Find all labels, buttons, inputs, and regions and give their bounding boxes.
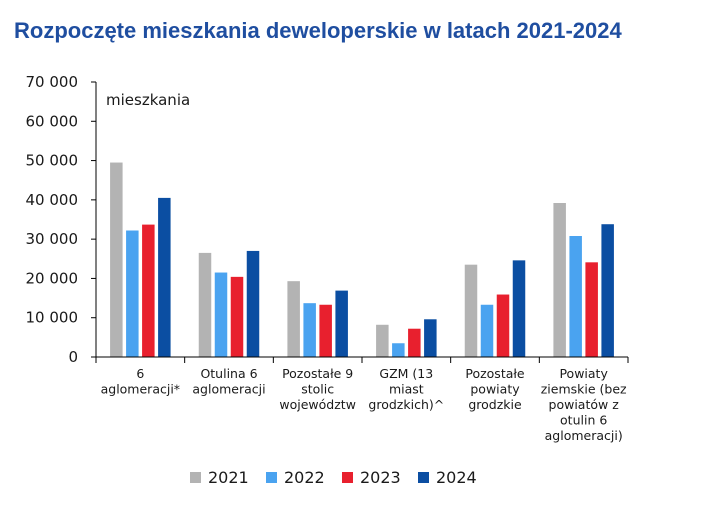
legend-label: 2023 <box>360 468 401 487</box>
y-axis-label: mieszkania <box>106 91 190 109</box>
chart-title: Rozpoczęte mieszkania deweloperskie w la… <box>14 18 622 43</box>
bar <box>569 236 582 357</box>
bar <box>142 224 155 357</box>
bar <box>480 304 494 357</box>
y-tick-label: 60 000 <box>26 112 79 130</box>
x-tick-label: Powiaty ziemskie (bez powiatów z otulin 6 ag… <box>541 366 627 443</box>
legend-swatch <box>342 472 353 483</box>
bar <box>392 343 405 357</box>
y-tick-label: 30 000 <box>26 230 79 248</box>
bar <box>214 272 228 357</box>
bar <box>287 281 300 357</box>
bar <box>601 224 614 357</box>
bar <box>553 203 566 357</box>
bar <box>496 294 510 357</box>
y-tick-label: 50 000 <box>26 152 79 170</box>
bar <box>585 262 598 357</box>
y-tick-label: 10 000 <box>26 309 79 327</box>
legend-swatch <box>266 472 277 483</box>
bar <box>198 252 212 357</box>
bar <box>110 162 123 357</box>
bar <box>464 264 478 357</box>
y-tick-label: 40 000 <box>26 191 79 209</box>
bar <box>303 303 316 357</box>
bar <box>376 324 389 357</box>
x-tick-label: Pozostałe 9 stolic województw <box>279 366 356 412</box>
y-tick-label: 0 <box>68 348 78 366</box>
bar <box>335 290 348 357</box>
bar <box>230 276 244 357</box>
bar <box>408 328 421 357</box>
legend-swatch <box>190 472 201 483</box>
bar <box>158 197 171 357</box>
x-tick-label: GZM (13 miast grodzkich)^ <box>368 366 444 412</box>
bar <box>246 250 260 357</box>
x-tick-label: 6 aglomeracji* <box>101 366 180 397</box>
legend-label: 2022 <box>284 468 325 487</box>
bar <box>424 319 437 357</box>
bar <box>512 260 526 357</box>
x-tick-label: Pozostałe powiaty grodzkie <box>465 366 525 412</box>
bar <box>126 230 139 357</box>
y-tick-label: 70 000 <box>26 73 79 91</box>
bar <box>319 304 332 357</box>
legend-label: 2024 <box>436 468 477 487</box>
y-tick-label: 20 000 <box>26 269 79 287</box>
legend-label: 2021 <box>208 468 249 487</box>
x-tick-label: Otulina 6 aglomeracji <box>192 366 265 397</box>
legend-swatch <box>418 472 429 483</box>
